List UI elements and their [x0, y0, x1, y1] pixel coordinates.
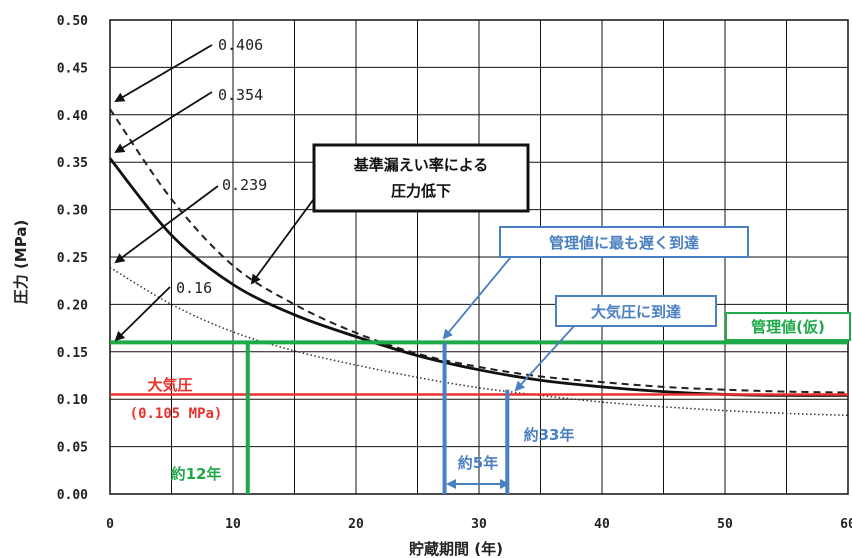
- callout-arrow-pressure-drop: [250, 195, 317, 285]
- y-tick-label: 0.00: [57, 488, 88, 503]
- y-tick-label: 0.50: [57, 14, 88, 29]
- callout-pressure-drop-line1: 基準漏えい率による: [353, 156, 489, 174]
- x-tick-label: 20: [348, 517, 364, 532]
- control-value-label: 管理値(仮): [751, 318, 825, 336]
- callout-box-pressure-drop: [312, 143, 530, 213]
- x-axis: 0 10 20 30 40 50 60: [106, 517, 852, 532]
- callout-atmos-text: 大気圧に到達: [591, 303, 681, 321]
- annotation-0406: 0.406: [218, 36, 263, 54]
- annotation-0239: 0.239: [222, 176, 267, 194]
- series-line-dashed: [109, 108, 849, 394]
- years-33-label: 約33年: [524, 426, 575, 444]
- y-tick-label: 0.05: [57, 441, 88, 456]
- years-12-label: 約12年: [171, 465, 222, 483]
- x-tick-label: 0: [106, 517, 114, 532]
- x-tick-label: 60: [840, 517, 852, 532]
- y-tick-label: 0.40: [57, 109, 88, 124]
- plot-frame: [109, 19, 849, 495]
- x-tick-label: 30: [471, 517, 487, 532]
- y-tick-label: 0.15: [57, 346, 88, 361]
- callout-box-atmos: [555, 295, 717, 327]
- atmospheric-label: 大気圧: [147, 376, 192, 394]
- callout-arrow-latest: [442, 245, 521, 340]
- y-tick-label: 0.20: [57, 298, 88, 313]
- control-value-label-box: [725, 312, 851, 341]
- annotation-arrow-0354: [114, 91, 213, 154]
- annotation-0354: 0.354: [218, 86, 263, 104]
- x-tick-label: 50: [717, 517, 733, 532]
- callout-pressure-drop-line2: 圧力低下: [391, 182, 451, 200]
- y-tick-label: 0.45: [57, 61, 88, 76]
- grid: [109, 19, 849, 495]
- callout-arrow-atmos: [514, 324, 576, 392]
- years-5-label: 約5年: [458, 454, 498, 472]
- x-tick-label: 40: [594, 517, 610, 532]
- annotation-016: 0.16: [176, 279, 212, 297]
- y-tick-label: 0.25: [57, 251, 88, 266]
- annotation-arrow-0406: [114, 44, 213, 103]
- y-tick-label: 0.35: [57, 156, 88, 171]
- y-axis: 0.00 0.05 0.10 0.15 0.20 0.25 0.30 0.35 0.40 0.45…: [57, 14, 88, 503]
- annotation-arrow-0239: [114, 185, 219, 264]
- y-axis-label: 圧力 (MPa): [12, 220, 30, 305]
- callout-box-latest: [499, 226, 749, 258]
- x-axis-label: 貯蔵期間 (年): [409, 540, 503, 558]
- y-tick-label: 0.30: [57, 204, 88, 219]
- x-tick-label: 10: [225, 517, 241, 532]
- callout-latest-text: 管理値に最も遅く到達: [549, 234, 699, 252]
- annotation-arrow-016: [114, 286, 171, 342]
- y-tick-label: 0.10: [57, 393, 88, 408]
- reference-lines: [110, 340, 848, 494]
- atmospheric-value-label: (0.105 MPa): [130, 406, 223, 422]
